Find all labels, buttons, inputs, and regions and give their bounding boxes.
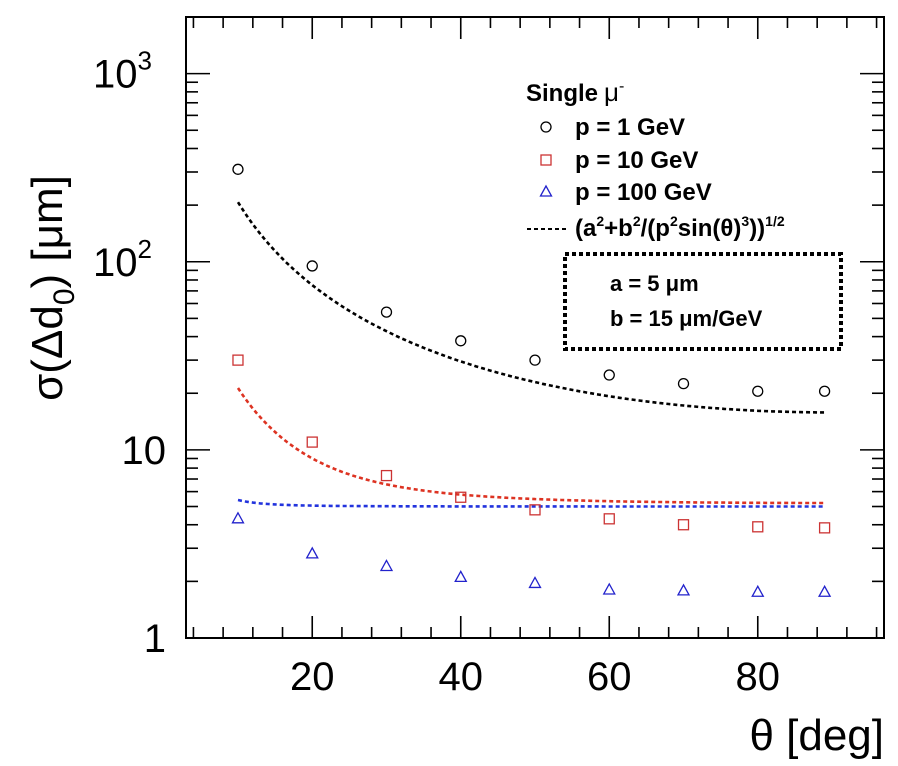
marker-triangle — [751, 584, 765, 597]
marker-square — [232, 354, 244, 366]
parameter-box-border — [563, 252, 843, 351]
x-tick-label: 20 — [290, 655, 335, 699]
marker-circle — [677, 377, 690, 390]
marker-triangle — [454, 570, 468, 583]
legend-marker-circle — [540, 121, 552, 133]
marker-circle — [306, 260, 318, 272]
plot-frame-group: 20 40 60 80 1 10 102 103 — [93, 16, 885, 699]
marker-circle — [455, 335, 467, 347]
x-tick-label: 40 — [438, 655, 483, 699]
legend-label-fit: (a2+b2/(p2sin(θ)3))1/2 — [575, 213, 785, 242]
legend-label-1gev: p = 1 GeV — [575, 114, 685, 141]
y-tick-exponent: 3 — [138, 46, 152, 76]
legend-label-100gev: p = 100 GeV — [575, 179, 712, 206]
parameter-b: b = 15 μm/GeV — [610, 306, 763, 331]
marker-square — [529, 504, 541, 516]
marker-triangle — [676, 583, 691, 596]
plot-frame — [185, 16, 885, 639]
marker-triangle — [602, 582, 616, 595]
parameter-a: a = 5 μm — [610, 271, 699, 296]
fit-curve-p1gev — [236, 201, 825, 414]
marker-circle — [380, 306, 393, 318]
marker-square — [380, 469, 393, 482]
marker-triangle — [817, 584, 832, 597]
y-axis-title: σ(Δd0) [μm] — [23, 175, 81, 401]
marker-circle — [529, 354, 541, 366]
marker-square — [677, 519, 690, 531]
y-tick-label: 1 — [144, 617, 166, 661]
legend: Single μ- p = 1 GeV p = 10 GeV p = 100 Ge… — [526, 77, 785, 242]
fit-curve-p100gev — [237, 498, 825, 508]
x-axis-title: θ [deg] — [749, 711, 884, 760]
marker-circle — [232, 163, 244, 175]
y-tick-label: 103 — [93, 46, 152, 97]
parameter-box: a = 5 μm b = 15 μm/GeV — [563, 252, 843, 351]
marker-circle — [752, 385, 764, 397]
marker-square — [455, 491, 467, 503]
fit-curve-p10gev — [236, 387, 825, 505]
marker-square — [752, 521, 764, 533]
y-tick-exponent: 2 — [138, 234, 152, 264]
data-markers-group — [231, 163, 832, 597]
marker-square — [306, 436, 318, 448]
marker-square — [603, 513, 615, 525]
fit-curves-group — [236, 201, 825, 508]
marker-triangle — [305, 546, 319, 559]
x-tick-label: 60 — [587, 655, 632, 699]
y-tick-label: 102 — [93, 234, 152, 285]
x-tick-label: 80 — [736, 655, 781, 699]
marker-triangle — [379, 559, 394, 572]
marker-square — [818, 522, 831, 534]
marker-triangle — [231, 511, 245, 524]
marker-triangle — [528, 576, 542, 589]
legend-marker-square — [540, 154, 552, 166]
marker-circle — [818, 385, 831, 397]
legend-title: Single μ- — [526, 77, 624, 107]
legend-label-10gev: p = 10 GeV — [575, 147, 698, 174]
legend-marker-triangle — [539, 184, 553, 197]
marker-circle — [603, 369, 615, 381]
y-tick-label: 10 — [122, 429, 167, 473]
